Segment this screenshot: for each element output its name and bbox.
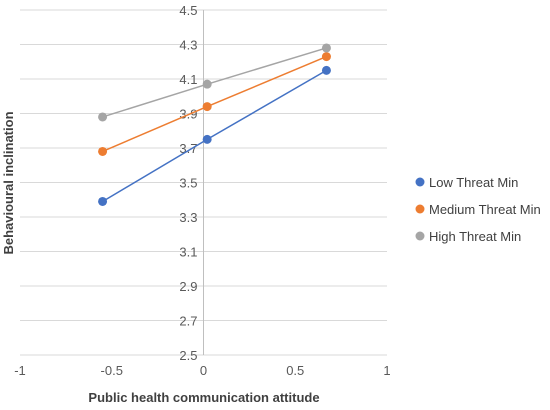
y-tick-label: 3.3 <box>179 210 197 225</box>
legend-item: High Threat Min <box>415 229 521 244</box>
series-2 <box>98 43 331 122</box>
y-tick-label: 3.1 <box>179 245 197 260</box>
y-tick-label: 3.7 <box>179 141 197 156</box>
y-tick-label: 4.5 <box>179 3 197 18</box>
x-tick-label: -1 <box>14 363 26 378</box>
x-tick-label: -0.5 <box>101 363 123 378</box>
series-line <box>102 55 327 153</box>
legend-label: High Threat Min <box>429 229 521 244</box>
y-tick-label: 2.5 <box>179 348 197 363</box>
legend-label: Medium Threat Min <box>429 202 541 217</box>
y-axis-title: Behavioural inclination <box>1 111 16 254</box>
y-tick-label: 2.7 <box>179 314 197 329</box>
data-point <box>98 112 108 122</box>
legend: Low Threat Min Medium Threat Min High Thre… <box>415 175 541 244</box>
legend-marker <box>415 231 425 241</box>
legend-item: Medium Threat Min <box>415 202 541 217</box>
x-tick-label: 0 <box>200 363 207 378</box>
series-1 <box>98 52 331 156</box>
data-point <box>202 79 212 89</box>
data-point <box>202 134 212 144</box>
series-group <box>98 43 331 206</box>
data-point <box>202 102 212 112</box>
y-tick-label: 2.9 <box>179 279 197 294</box>
data-point <box>321 52 331 62</box>
legend-marker <box>415 177 425 187</box>
data-point <box>321 43 331 53</box>
legend-item: Low Threat Min <box>415 175 518 190</box>
data-point <box>321 65 331 75</box>
x-axis-title: Public health communication attitude <box>88 390 319 405</box>
tick-labels: 2.52.72.93.13.33.53.73.94.14.34.5-1 -0.5 0… <box>14 3 390 378</box>
y-tick-label: 4.3 <box>179 38 197 53</box>
data-point <box>98 146 108 156</box>
series-0 <box>98 65 331 206</box>
series-line <box>102 69 327 203</box>
y-tick-label: 3.5 <box>179 176 197 191</box>
legend-label: Low Threat Min <box>429 175 518 190</box>
legend-marker <box>415 204 425 214</box>
series-line <box>102 47 327 118</box>
data-point <box>98 196 108 206</box>
x-tick-label: 1 <box>383 363 390 378</box>
x-tick-label: 0.5 <box>286 363 304 378</box>
y-tick-label: 4.1 <box>179 72 197 87</box>
